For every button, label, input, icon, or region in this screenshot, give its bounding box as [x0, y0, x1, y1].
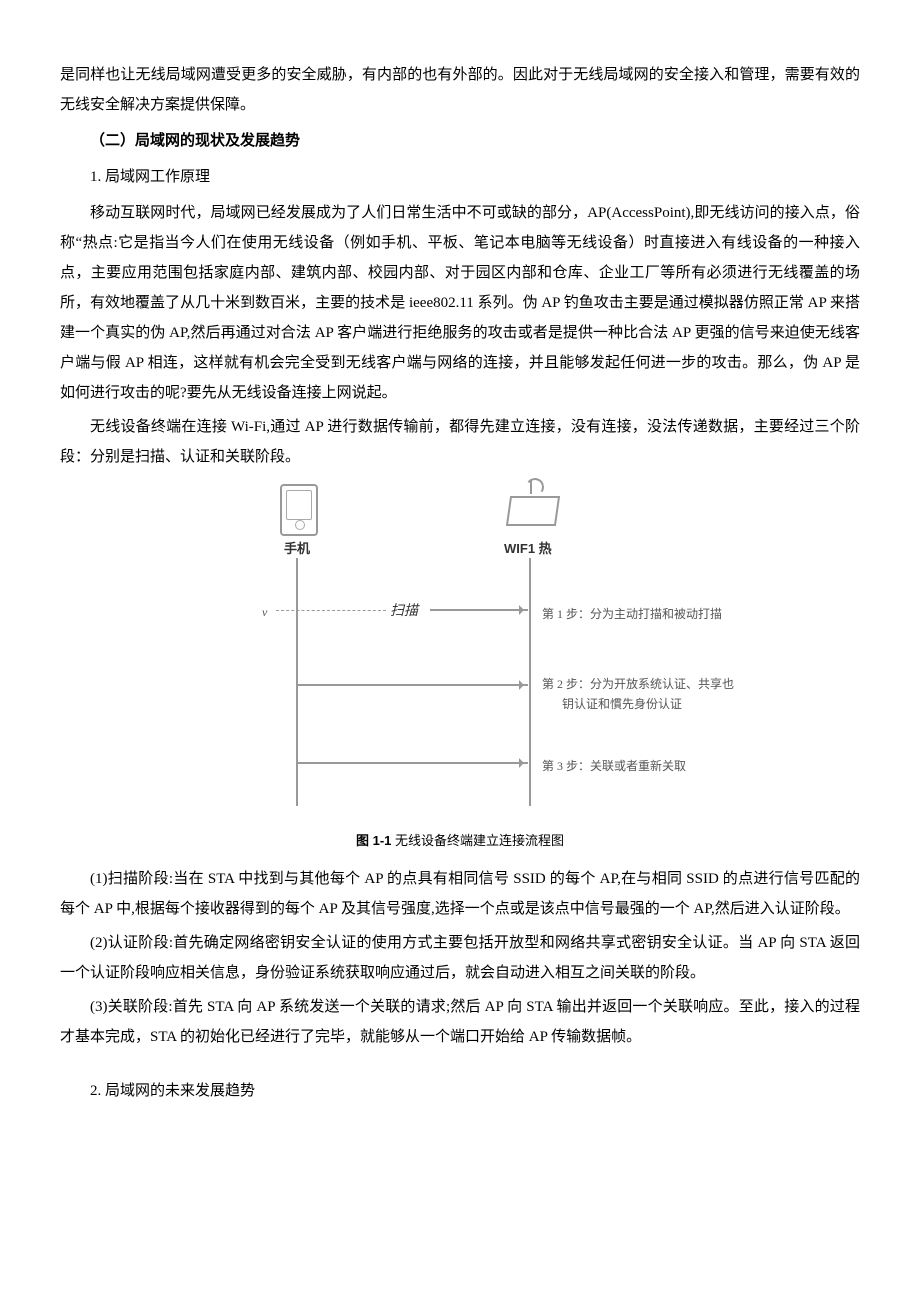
arrow-step3 [298, 762, 528, 764]
para-step1: (1)扫描阶段:当在 STA 中找到与其他每个 AP 的点具有相同信号 SSID… [60, 864, 860, 924]
section-heading: （二）局域网的现状及发展趋势 [60, 126, 860, 156]
ap-label: WIF1 热 [504, 536, 552, 562]
para-step2: (2)认证阶段:首先确定网络密钥安全认证的使用方式主要包括开放型和网络共享式密钥… [60, 928, 860, 988]
figure: 手机 WIF1 热 v 扫描 第 1 步：分为主动打描和被动打描 第 2 步：分… [250, 480, 670, 820]
subheading-2: 2. 局域网的未来发展趋势 [60, 1076, 860, 1106]
signal-icon [525, 477, 546, 498]
figure-caption: 图 1-1 无线设备终端建立连接流程图 [60, 828, 860, 854]
caption-no: 图 1-1 [356, 833, 395, 848]
scan-prefix: v [262, 600, 267, 624]
step1-label: 第 1 步：分为主动打描和被动打描 [542, 602, 722, 626]
phone-icon [280, 484, 318, 536]
para-step3: (3)关联阶段:首先 STA 向 AP 系统发送一个关联的请求;然后 AP 向 … [60, 992, 860, 1052]
scan-dash [276, 610, 386, 611]
step3-label: 第 3 步：关联或者重新关取 [542, 754, 686, 778]
page: 是同样也让无线局域网遭受更多的安全威胁，有内部的也有外部的。因此对于无线局域网的… [0, 0, 920, 1152]
para-2: 无线设备终端在连接 Wi-Fi,通过 AP 进行数据传输前，都得先建立连接，没有… [60, 412, 860, 472]
ap-lifeline [529, 558, 531, 806]
arrow-step2 [298, 684, 528, 686]
subheading-1: 1. 局域网工作原理 [60, 162, 860, 192]
step2b-label: 钥认证和慣先身份认证 [562, 692, 682, 716]
arrow-step1 [430, 609, 528, 611]
scan-label: 扫描 [390, 598, 418, 626]
para-intro: 是同样也让无线局域网遭受更多的安全威胁，有内部的也有外部的。因此对于无线局域网的… [60, 60, 860, 120]
ap-icon [506, 496, 560, 526]
phone-lifeline [296, 558, 298, 806]
para-1: 移动互联网时代，局域网已经发展成为了人们日常生活中不可或缺的部分，AP(Acce… [60, 198, 860, 408]
caption-text: 无线设备终端建立连接流程图 [395, 833, 564, 848]
